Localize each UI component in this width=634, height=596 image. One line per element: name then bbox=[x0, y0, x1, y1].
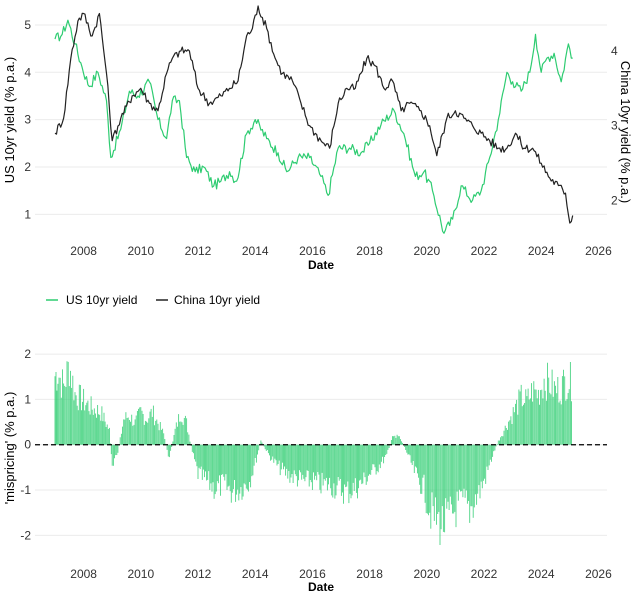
bottom-y-axis-title: 'mispricing' (% p.a.) bbox=[2, 392, 17, 505]
bottom-x-tick-label: 2022 bbox=[471, 567, 498, 581]
top-y-tick-label: 5 bbox=[24, 18, 31, 32]
legend-us-label: US 10yr yield bbox=[66, 293, 137, 307]
top-x-tick-label: 2022 bbox=[471, 244, 498, 258]
top-right-y-axis-title: China 10yr yield (% p.a.) bbox=[618, 61, 633, 203]
bottom-y-tick-label: 1 bbox=[24, 392, 31, 406]
top-x-tick-label: 2008 bbox=[70, 244, 97, 258]
top-x-tick-label: 2010 bbox=[127, 244, 154, 258]
bottom-x-tick-label: 2016 bbox=[299, 567, 326, 581]
top-y-tick-label: 4 bbox=[24, 65, 31, 79]
top-x-axis-title: Date bbox=[308, 258, 334, 272]
bottom-x-tick-label: 2024 bbox=[528, 567, 555, 581]
china-yield-line bbox=[54, 5, 574, 224]
top-right-y-tick-label: 4 bbox=[611, 44, 618, 58]
bottom-x-tick-label: 2020 bbox=[413, 567, 440, 581]
top-right-y-tick-label: 2 bbox=[611, 194, 618, 208]
bottom-panel: -2 -1 0 1 2 2008 2010 2012 2014 2016 2018 2020 2022… bbox=[2, 347, 612, 594]
top-y-tick-label: 2 bbox=[24, 160, 31, 174]
top-y-axis-title: US 10yr yield (% p.a.) bbox=[2, 57, 17, 183]
top-y-tick-label: 3 bbox=[24, 113, 31, 127]
bottom-x-tick-label: 2018 bbox=[356, 567, 383, 581]
bottom-x-tick-label: 2014 bbox=[242, 567, 269, 581]
top-y-tick-label: 1 bbox=[24, 207, 31, 221]
top-x-tick-label: 2026 bbox=[585, 244, 612, 258]
top-x-tick-label: 2012 bbox=[185, 244, 212, 258]
bottom-x-tick-label: 2012 bbox=[185, 567, 212, 581]
top-series-lines bbox=[54, 5, 574, 234]
bottom-y-tick-label: -2 bbox=[20, 528, 31, 542]
bottom-x-tick-label: 2026 bbox=[585, 567, 612, 581]
bottom-x-tick-labels: 2008 2010 2012 2014 2016 2018 2020 2022 2024 2026 bbox=[70, 567, 612, 581]
top-x-tick-label: 2016 bbox=[299, 244, 326, 258]
top-gridlines bbox=[35, 24, 607, 215]
top-right-y-tick-label: 3 bbox=[611, 119, 618, 133]
bottom-x-tick-label: 2008 bbox=[70, 567, 97, 581]
bottom-y-tick-labels: -2 -1 0 1 2 bbox=[20, 347, 31, 542]
bottom-y-tick-label: 2 bbox=[24, 347, 31, 361]
top-x-tick-labels: 2008 2010 2012 2014 2016 2018 2020 2022 2024 2026 bbox=[70, 244, 612, 258]
legend-china-label: China 10yr yield bbox=[174, 293, 260, 307]
top-x-tick-label: 2018 bbox=[356, 244, 383, 258]
bottom-mispricing-bars bbox=[54, 361, 572, 545]
bottom-y-tick-label: -1 bbox=[20, 483, 31, 497]
bottom-x-tick-label: 2010 bbox=[127, 567, 154, 581]
bottom-y-tick-label: 0 bbox=[24, 438, 31, 452]
top-x-tick-label: 2020 bbox=[413, 244, 440, 258]
top-right-y-tick-labels: 2 3 4 bbox=[611, 44, 618, 208]
top-left-y-tick-labels: 1 2 3 4 5 bbox=[24, 18, 31, 221]
bottom-x-axis-title: Date bbox=[308, 580, 334, 594]
top-x-tick-label: 2024 bbox=[528, 244, 555, 258]
us-yield-line bbox=[54, 19, 573, 234]
top-x-tick-label: 2014 bbox=[242, 244, 269, 258]
legend: US 10yr yield China 10yr yield bbox=[46, 293, 260, 307]
